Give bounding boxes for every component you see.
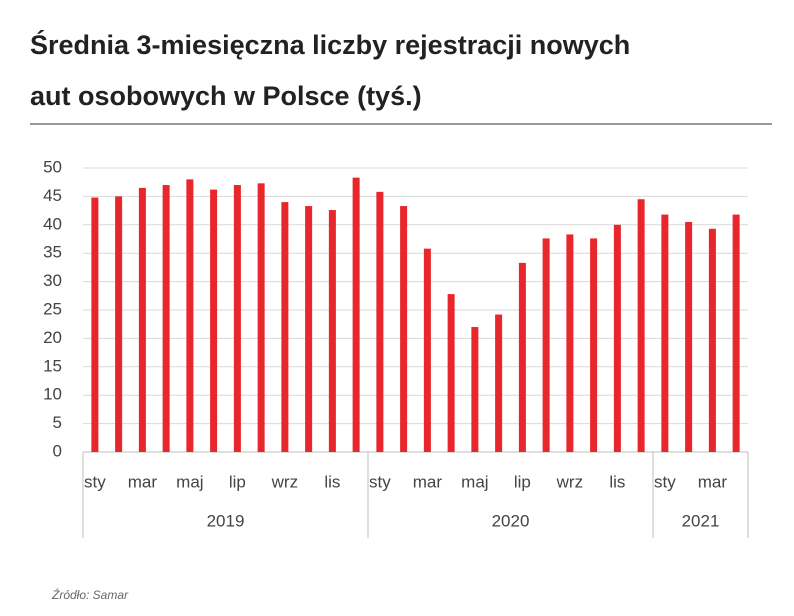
y-tick-label: 5 — [53, 413, 62, 432]
bar — [162, 185, 170, 453]
bar — [447, 294, 455, 452]
x-tick-label: wrz — [556, 472, 583, 491]
bar — [685, 221, 693, 452]
bar — [542, 238, 550, 452]
bar — [495, 314, 503, 452]
group-label: 2020 — [492, 511, 530, 530]
y-tick-label: 0 — [53, 441, 62, 460]
x-tick-label: sty — [84, 472, 106, 491]
bar — [590, 238, 598, 452]
y-tick-label: 50 — [43, 157, 62, 176]
y-tick-label: 15 — [43, 356, 62, 375]
chart-title: aut osobowych w Polsce (tyś.) — [30, 81, 422, 111]
y-tick-label: 20 — [43, 328, 62, 347]
bar — [115, 196, 123, 452]
bar — [138, 187, 146, 452]
y-tick-label: 45 — [43, 186, 62, 205]
chart-title: Średnia 3-miesięczna liczby rejestracji … — [30, 29, 630, 60]
bar — [210, 189, 218, 453]
bar — [281, 202, 289, 452]
group-label: 2021 — [682, 511, 720, 530]
bar — [305, 206, 313, 452]
y-tick-label: 30 — [43, 271, 62, 290]
bar — [186, 179, 194, 453]
bar — [257, 183, 265, 452]
x-tick-label: mar — [698, 472, 728, 491]
x-tick-label: wrz — [271, 472, 298, 491]
bar — [91, 197, 99, 452]
bar — [518, 262, 526, 452]
bar — [637, 199, 645, 452]
x-tick-label: sty — [654, 472, 676, 491]
bar — [352, 177, 360, 452]
x-tick-label: lip — [229, 472, 246, 491]
x-tick-label: mar — [413, 472, 443, 491]
y-tick-label: 25 — [43, 299, 62, 318]
bar — [708, 228, 716, 452]
source-note: Źródło: Samar — [51, 587, 129, 602]
x-tick-label: lis — [324, 472, 340, 491]
bar — [661, 214, 669, 452]
bar — [400, 206, 408, 452]
y-tick-label: 35 — [43, 243, 62, 262]
bar — [613, 224, 621, 452]
bar — [376, 191, 384, 452]
bar — [471, 327, 479, 452]
x-tick-label: maj — [176, 472, 203, 491]
x-tick-label: sty — [369, 472, 391, 491]
y-tick-label: 10 — [43, 385, 62, 404]
x-tick-label: lip — [514, 472, 531, 491]
x-tick-label: lis — [609, 472, 625, 491]
bar — [423, 248, 431, 452]
x-tick-label: maj — [461, 472, 488, 491]
bar — [233, 185, 241, 453]
bar — [566, 234, 574, 452]
bar — [328, 210, 336, 452]
y-tick-label: 40 — [43, 214, 62, 233]
x-tick-label: mar — [128, 472, 158, 491]
bar — [732, 214, 740, 452]
group-label: 2019 — [207, 511, 245, 530]
